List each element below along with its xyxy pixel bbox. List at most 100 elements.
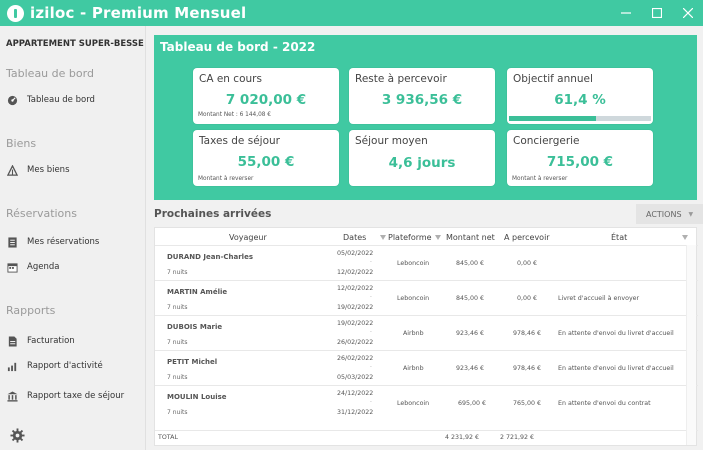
card-value: 61,4 % (554, 92, 606, 108)
sidebar-item-rapport-taxe[interactable]: Rapport taxe de séjour (7, 388, 124, 404)
card-conciergerie[interactable]: Conciergerie 715,00 € Montant à reverser (507, 130, 653, 186)
dashboard-icon (7, 95, 18, 106)
col-header-voyageur[interactable]: Voyageur (229, 233, 267, 242)
tent-icon (7, 164, 18, 176)
guest-name: DURAND Jean-Charles (167, 253, 253, 261)
date-separator: - (370, 329, 372, 335)
actions-button[interactable]: ACTIONS ▼ (636, 204, 703, 224)
start-date: 12/02/2022 (337, 285, 374, 292)
col-header-etat[interactable]: État (611, 233, 628, 242)
end-date: 12/02/2022 (337, 269, 374, 276)
sidebar-item-mes-biens[interactable]: Mes biens (7, 162, 70, 178)
table-scrollbar[interactable] (686, 245, 696, 445)
col-header-montant-net[interactable]: Montant net (446, 233, 495, 242)
card-sejour-moyen[interactable]: Séjour moyen 4,6 jours (349, 130, 495, 186)
platform: Leboncoin (397, 400, 430, 407)
date-separator: - (370, 364, 372, 370)
card-value: 55,00 € (237, 154, 295, 170)
sidebar-item-label: Rapport d'activité (27, 361, 103, 371)
sidebar-item-mes-reservations[interactable]: Mes réservations (7, 234, 99, 250)
card-reste-a-percevoir[interactable]: Reste à percevoir 3 936,56 € (349, 68, 495, 124)
col-header-a-percevoir[interactable]: A percevoir (504, 233, 550, 242)
card-taxes-de-sejour[interactable]: Taxes de séjour 55,00 € Montant à revers… (193, 130, 339, 186)
montant-net: 695,00 € (458, 400, 487, 407)
arrivals-title: Prochaines arrivées (154, 208, 272, 220)
end-date: 31/12/2022 (337, 409, 374, 416)
guest-nights: 7 nuits (167, 269, 188, 276)
section-title-reservations: Réservations (6, 207, 77, 220)
end-date: 05/03/2022 (337, 374, 374, 381)
header-divider (155, 245, 698, 246)
card-subtext: Montant à reverser (512, 176, 568, 182)
arrivals-table: Voyageur Dates Plateforme Montant net A … (154, 227, 698, 446)
start-date: 24/12/2022 (337, 390, 374, 397)
row-divider (155, 315, 698, 316)
sidebar-item-label: Rapport taxe de séjour (27, 391, 125, 401)
section-title-rapports: Rapports (6, 304, 56, 317)
dashboard-panel: Tableau de bord - 2022 CA en cours 7 020… (154, 35, 697, 200)
maximize-button[interactable] (641, 0, 672, 26)
card-objectif-annuel[interactable]: Objectif annuel 61,4 % (507, 68, 653, 124)
plateforme-filter-icon[interactable] (435, 235, 441, 240)
sidebar-item-label: Tableau de bord (27, 95, 95, 105)
row-divider (155, 385, 698, 386)
card-ca-en-cours[interactable]: CA en cours 7 020,00 € Montant Net : 6 1… (193, 68, 339, 124)
sidebar-item-label: Mes réservations (27, 237, 100, 247)
dates-filter-icon[interactable] (380, 235, 386, 240)
row-divider (155, 350, 698, 351)
a-percevoir: 0,00 € (517, 260, 538, 267)
card-value: 715,00 € (546, 154, 614, 170)
montant-net: 923,46 € (456, 330, 485, 337)
card-title: Objectif annuel (513, 73, 593, 85)
total-a-percevoir: 2 721,92 € (500, 434, 535, 441)
table-row[interactable]: MOULIN Louise 7 nuits 24/12/2022 - 31/12… (155, 386, 687, 420)
bar-chart-icon (7, 361, 18, 372)
sidebar-item-dashboard[interactable]: Tableau de bord (7, 92, 95, 108)
etat: Livret d'accueil à envoyer (558, 295, 640, 302)
maximize-icon (651, 8, 662, 18)
montant-net: 845,00 € (456, 295, 485, 302)
sidebar-item-facturation[interactable]: Facturation (7, 333, 75, 349)
start-date: 19/02/2022 (337, 320, 374, 327)
a-percevoir: 765,00 € (513, 400, 542, 407)
sidebar-item-agenda[interactable]: Agenda (7, 259, 59, 275)
app-logo-icon (7, 4, 24, 22)
montant-net: 923,46 € (456, 365, 485, 372)
objective-progress-bar (509, 116, 651, 121)
gear-icon[interactable] (10, 428, 25, 443)
guest-name: PETIT Michel (167, 358, 218, 366)
sidebar-item-rapport-activite[interactable]: Rapport d'activité (7, 358, 103, 374)
card-title: CA en cours (199, 73, 262, 85)
a-percevoir: 978,46 € (513, 330, 542, 337)
card-title: Taxes de séjour (199, 135, 280, 147)
platform: Leboncoin (397, 260, 430, 267)
col-header-plateforme[interactable]: Plateforme (388, 233, 432, 242)
window-controls (610, 0, 703, 26)
document-icon (7, 335, 18, 347)
table-row[interactable]: PETIT Michel 7 nuits 26/02/2022 - 05/03/… (155, 351, 687, 385)
platform: Leboncoin (397, 295, 430, 302)
card-value: 7 020,00 € (225, 92, 307, 108)
platform: Airbnb (403, 365, 424, 372)
table-row[interactable]: DUBOIS Marie 7 nuits 19/02/2022 - 26/02/… (155, 316, 687, 350)
close-button[interactable] (672, 0, 703, 26)
total-montant-net: 4 231,92 € (445, 434, 480, 441)
table-row[interactable]: DURAND Jean-Charles 7 nuits 05/02/2022 -… (155, 246, 687, 280)
col-header-dates[interactable]: Dates (343, 233, 367, 242)
property-name[interactable]: APPARTEMENT SUPER-BESSE (6, 39, 144, 49)
minimize-button[interactable] (610, 0, 641, 26)
platform: Airbnb (403, 330, 424, 337)
sidebar-item-label: Mes biens (27, 165, 70, 175)
guest-name: DUBOIS Marie (167, 323, 223, 331)
guest-name: MOULIN Louise (167, 393, 227, 401)
guest-nights: 7 nuits (167, 339, 188, 346)
end-date: 19/02/2022 (337, 304, 374, 311)
objective-progress-fill (509, 116, 597, 121)
start-date: 26/02/2022 (337, 355, 374, 362)
card-title: Conciergerie (513, 135, 580, 147)
section-title-biens: Biens (6, 137, 37, 150)
close-icon (682, 8, 693, 18)
table-row[interactable]: MARTIN Amélie 7 nuits 12/02/2022 - 19/02… (155, 281, 687, 315)
chevron-down-icon: ▼ (688, 210, 694, 218)
etat-filter-icon[interactable] (682, 235, 688, 240)
